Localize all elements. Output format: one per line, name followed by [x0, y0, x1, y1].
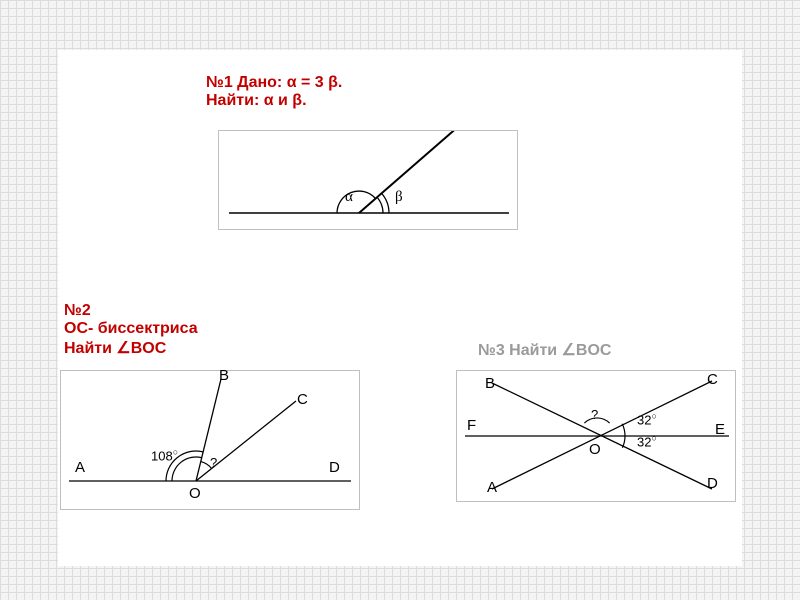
problem3-svg [457, 371, 737, 503]
p2-label-O: O [189, 485, 201, 502]
problem2-title-line1: №2 [64, 302, 198, 320]
p3-label-O: O [589, 441, 601, 458]
p3-label-F: F [467, 417, 476, 434]
problem3-title: №3 Найти ∠BOC [478, 340, 611, 360]
problem1-title-line2: Найти: α и β. [206, 92, 342, 110]
alpha-label: α [345, 189, 353, 206]
problem3-figure: B C F E A D O ? 32○ 32○ [456, 370, 736, 502]
p2-label-A: A [75, 459, 85, 476]
problem2-figure: A B C D O 108○ ? [60, 370, 360, 510]
p2-qmark: ? [210, 455, 217, 470]
beta-label: β [395, 189, 403, 206]
problem3-title-text: №3 Найти ∠BOC [478, 342, 611, 359]
p2-label-D: D [329, 459, 340, 476]
p3-label-A: A [487, 479, 497, 496]
p3-angle-lower: 32○ [637, 433, 657, 449]
p3-angle-upper: 32○ [637, 411, 657, 427]
problem1-title: №1 Дано: α = 3 β. Найти: α и β. [206, 74, 342, 110]
problem2-svg [61, 371, 361, 511]
p2-label-B: B [219, 367, 229, 384]
problem2-title: №2 OC- биссектриса Найти ∠BOC [64, 302, 198, 358]
problem1-figure: α β [218, 130, 518, 230]
problem2-title-line3: Найти ∠BOC [64, 338, 198, 358]
problem1-title-line1: №1 Дано: α = 3 β. [206, 74, 342, 92]
p3-label-C: C [707, 371, 718, 388]
problem2-title-line2: OC- биссектриса [64, 320, 198, 338]
p3-label-B: B [485, 375, 495, 392]
p3-label-E: E [715, 421, 725, 438]
p3-label-D: D [707, 475, 718, 492]
problem1-svg [219, 131, 519, 231]
p2-angle-108: 108○ [151, 447, 178, 463]
p2-label-C: C [297, 391, 308, 408]
content-area: №1 Дано: α = 3 β. Найти: α и β. α β №2 O… [58, 50, 742, 566]
p3-qmark: ? [591, 407, 598, 422]
